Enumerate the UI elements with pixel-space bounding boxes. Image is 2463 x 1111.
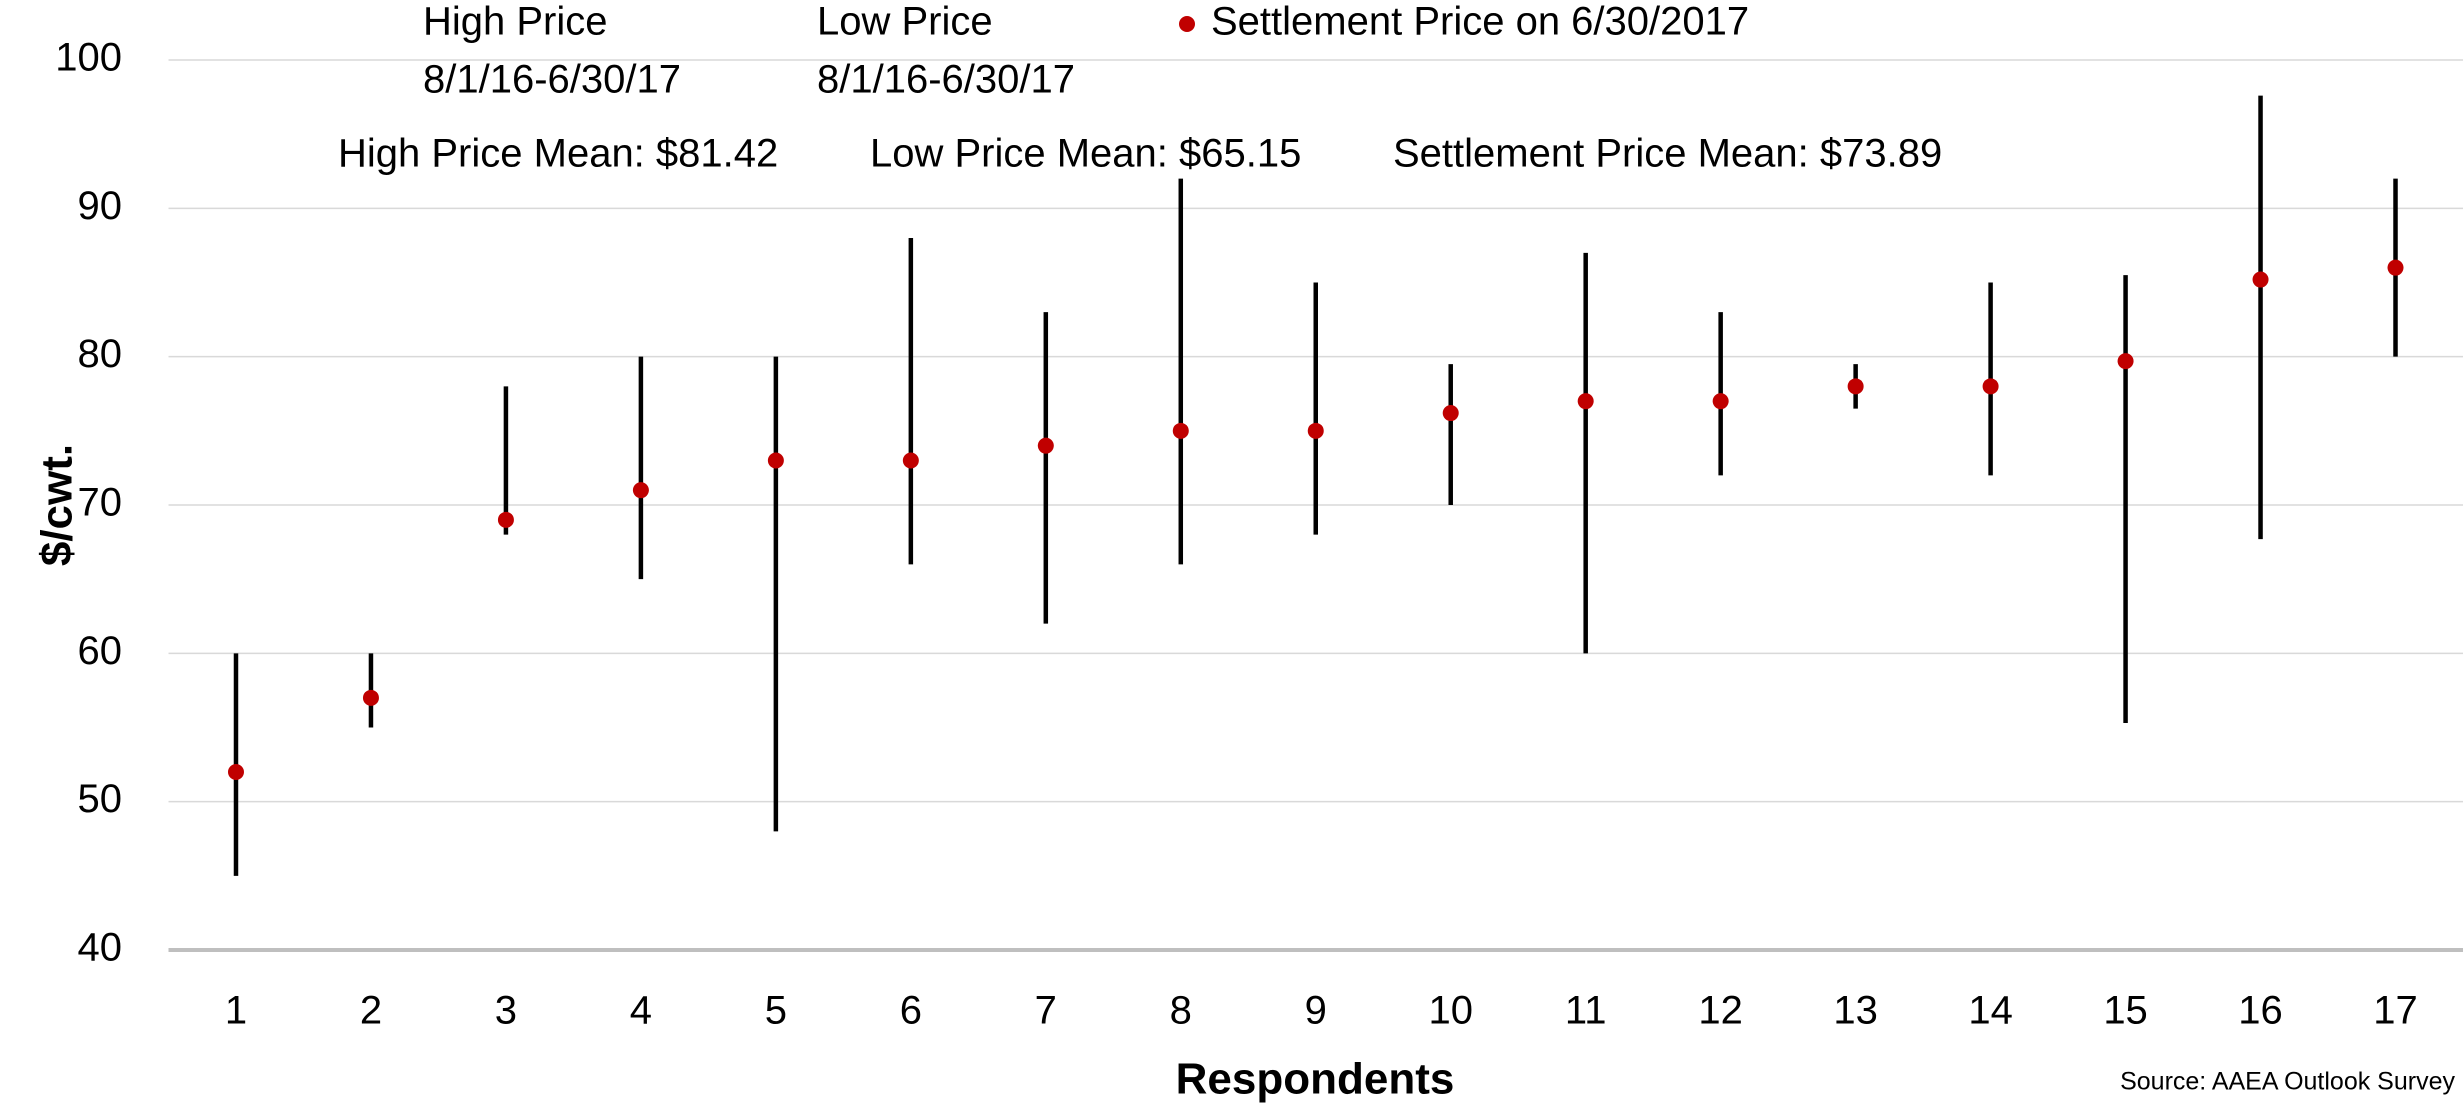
legend-label: Settlement Price on 6/30/2017 [1211, 0, 1749, 44]
x-tick-label: 4 [630, 989, 652, 1033]
x-tick-label: 5 [765, 989, 787, 1033]
x-tick-label: 17 [2373, 989, 2418, 1033]
annotation: Settlement Price Mean: $73.89 [1393, 132, 1942, 176]
settlement-marker [2387, 259, 2404, 276]
x-tick-label: 13 [1833, 989, 1878, 1033]
settlement-marker [227, 764, 244, 780]
settlement-marker [1307, 422, 1324, 439]
annotation: High Price Mean: $81.42 [338, 132, 778, 176]
x-tick-label: 9 [1305, 989, 1327, 1033]
x-tick-label: 7 [1035, 989, 1057, 1033]
x-tick-label: 6 [900, 989, 922, 1033]
settlement-marker [902, 452, 919, 469]
settlement-marker [767, 452, 784, 469]
settlement-marker [1037, 437, 1054, 454]
settlement-marker [2117, 353, 2134, 370]
legend-label: Low Price [817, 0, 993, 44]
settlement-marker [2252, 271, 2269, 288]
x-axis-title: Respondents [1176, 1055, 1455, 1104]
settlement-marker [1847, 378, 1864, 395]
settlement-marker [632, 482, 649, 499]
settlement-marker [362, 689, 379, 706]
y-tick-label: 50 [78, 777, 123, 821]
legend-period: 8/1/16-6/30/17 [423, 58, 681, 102]
settlement-marker [497, 511, 514, 528]
x-tick-label: 10 [1428, 989, 1473, 1033]
x-tick-label: 16 [2238, 989, 2283, 1033]
settlement-marker [1577, 393, 1594, 410]
legend-label: High Price [423, 0, 608, 44]
settlement-marker [1982, 378, 1999, 395]
y-tick-label: 70 [78, 481, 123, 525]
x-tick-label: 14 [1968, 989, 2013, 1033]
legend-marker [1179, 16, 1195, 32]
x-tick-label: 15 [2103, 989, 2148, 1033]
y-tick-label: 40 [78, 926, 123, 970]
x-tick-label: 11 [1565, 989, 1607, 1033]
x-tick-label: 3 [495, 989, 517, 1033]
settlement-marker [1172, 422, 1189, 439]
x-tick-label: 2 [360, 989, 382, 1033]
x-tick-label: 8 [1170, 989, 1192, 1033]
x-tick-label: 12 [1698, 989, 1743, 1033]
source: Source: AAEA Outlook Survey [2120, 1068, 2455, 1096]
y-tick-label: 90 [78, 184, 123, 228]
y-axis-title: $/cwt. [33, 444, 82, 566]
y-tick-label: 80 [78, 332, 123, 376]
x-tick-label: 1 [225, 989, 247, 1033]
annotation: Low Price Mean: $65.15 [870, 132, 1301, 176]
legend-period: 8/1/16-6/30/17 [817, 58, 1075, 102]
settlement-marker [1712, 393, 1729, 410]
y-tick-label: 60 [78, 629, 123, 673]
settlement-marker [1442, 405, 1459, 422]
y-tick-label: 100 [55, 36, 122, 80]
